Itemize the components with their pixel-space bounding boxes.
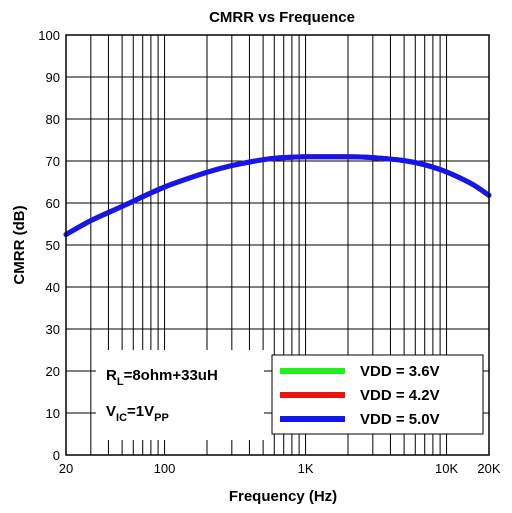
series-line-1 <box>63 154 492 237</box>
x-axis-label: Frequency (Hz) <box>229 488 337 505</box>
y-tick-label: 60 <box>46 196 60 211</box>
conditions-box: RL=8ohm+33uH VIC=1VPP <box>96 350 264 440</box>
y-axis-label: CMRR (dB) <box>11 205 28 284</box>
x-tick-label: 20K <box>477 461 500 476</box>
legend-label: VDD = 5.0V <box>360 411 440 428</box>
y-tick-label: 100 <box>38 28 60 43</box>
x-tick-labels: 20 100 1K 10K 20K <box>59 461 501 476</box>
chart-title: CMRR vs Frequence <box>209 9 355 26</box>
y-tick-label: 70 <box>46 154 60 169</box>
y-tick-label: 0 <box>53 448 60 463</box>
y-tick-label: 90 <box>46 70 60 85</box>
y-tick-label: 30 <box>46 322 60 337</box>
x-tick-label: 10K <box>435 461 458 476</box>
y-tick-label: 40 <box>46 280 60 295</box>
y-tick-labels: 0 10 20 30 40 50 60 70 80 90 100 <box>38 28 60 463</box>
y-tick-label: 10 <box>46 406 60 421</box>
legend: VDD = 3.6V VDD = 4.2V VDD = 5.0V <box>271 354 484 435</box>
y-tick-label: 20 <box>46 364 60 379</box>
x-tick-label: 1K <box>298 461 314 476</box>
legend-label: VDD = 3.6V <box>360 363 440 380</box>
plot-frame <box>65 34 490 456</box>
load-condition: RL=8ohm+33uH <box>106 367 218 388</box>
series-lines <box>63 154 492 237</box>
input-condition: VIC=1VPP <box>106 403 169 424</box>
legend-label: VDD = 4.2V <box>360 387 440 404</box>
x-tick-label: 20 <box>59 461 73 476</box>
x-tick-label: 100 <box>154 461 176 476</box>
y-tick-label: 80 <box>46 112 60 127</box>
y-tick-label: 50 <box>46 238 60 253</box>
series-line-3 <box>63 154 492 237</box>
series-line-2 <box>63 154 492 237</box>
